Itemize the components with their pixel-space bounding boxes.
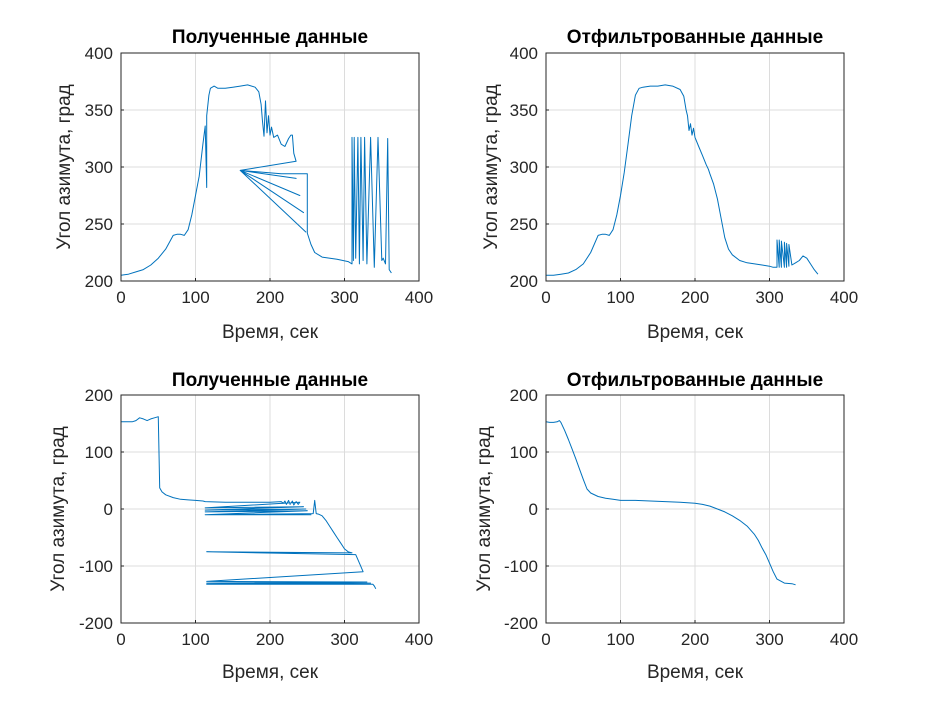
series-line: [121, 416, 377, 590]
x-tick-label: 100: [606, 630, 634, 649]
x-tick-label: 200: [681, 630, 709, 649]
subplot-raw-bottom: Полученные данные Время, сек Угол азимут…: [48, 370, 433, 683]
x-tick-label: 300: [755, 630, 783, 649]
subplot-raw-top: Полученные данные Время, сек Угол азимут…: [54, 27, 433, 343]
chart-title: Отфильтрованные данные: [567, 370, 823, 391]
x-axis-label: Время, сек: [222, 662, 319, 683]
y-tick-label: 300: [85, 158, 113, 177]
x-tick-label: 300: [330, 288, 358, 307]
y-tick-label: 200: [510, 386, 538, 405]
x-tick-label: 0: [116, 630, 125, 649]
y-tick-label: -200: [504, 614, 538, 633]
y-tick-label: 200: [510, 272, 538, 291]
y-tick-label: 250: [85, 215, 113, 234]
series-line: [120, 84, 392, 276]
subplot-filtered-top: Отфильтрованные данные Время, сек Угол а…: [481, 27, 858, 343]
x-tick-label: 400: [830, 630, 858, 649]
x-tick-label: 0: [541, 630, 550, 649]
x-tick-label: 100: [181, 288, 209, 307]
y-tick-label: 400: [85, 44, 113, 63]
y-tick-label: 0: [104, 500, 113, 519]
y-axis-label: Угол азимута, град: [481, 84, 502, 249]
chart-title: Полученные данные: [172, 370, 368, 391]
y-axis-label: Угол азимута, град: [474, 426, 495, 591]
y-tick-label: 300: [510, 158, 538, 177]
x-axis-label: Время, сек: [222, 322, 319, 343]
x-tick-label: 400: [405, 630, 433, 649]
y-tick-label: -200: [79, 614, 113, 633]
series-line: [546, 84, 819, 276]
y-tick-label: -100: [79, 557, 113, 576]
y-tick-label: 350: [510, 101, 538, 120]
y-tick-label: 200: [85, 386, 113, 405]
x-tick-label: 400: [405, 288, 433, 307]
axes-box: [120, 394, 420, 624]
y-tick-label: 100: [85, 443, 113, 462]
y-tick-label: 0: [529, 500, 538, 519]
x-tick-label: 100: [181, 630, 209, 649]
y-tick-label: 400: [510, 44, 538, 63]
x-tick-label: 200: [256, 630, 284, 649]
y-axis-label: Угол азимута, град: [48, 426, 69, 591]
y-tick-label: 350: [85, 101, 113, 120]
subplot-filtered-bottom: Отфильтрованные данные Время, сек Угол а…: [474, 370, 858, 683]
chart-title: Отфильтрованные данные: [567, 27, 823, 48]
x-tick-label: 200: [681, 288, 709, 307]
y-tick-label: -100: [504, 557, 538, 576]
x-tick-label: 0: [116, 288, 125, 307]
x-tick-label: 0: [541, 288, 550, 307]
y-tick-label: 200: [85, 272, 113, 291]
x-tick-label: 400: [830, 288, 858, 307]
axes-box: [545, 394, 845, 624]
y-tick-label: 100: [510, 443, 538, 462]
x-axis-label: Время, сек: [647, 662, 744, 683]
x-tick-label: 300: [755, 288, 783, 307]
x-tick-label: 300: [330, 630, 358, 649]
x-tick-label: 200: [256, 288, 284, 307]
axes-box: [120, 52, 420, 282]
x-axis-label: Время, сек: [647, 322, 744, 343]
chart-title: Полученные данные: [172, 27, 368, 48]
axes-box: [545, 52, 845, 282]
y-axis-label: Угол азимута, град: [54, 84, 75, 249]
y-tick-label: 250: [510, 215, 538, 234]
x-tick-label: 100: [606, 288, 634, 307]
series-line: [545, 420, 796, 586]
